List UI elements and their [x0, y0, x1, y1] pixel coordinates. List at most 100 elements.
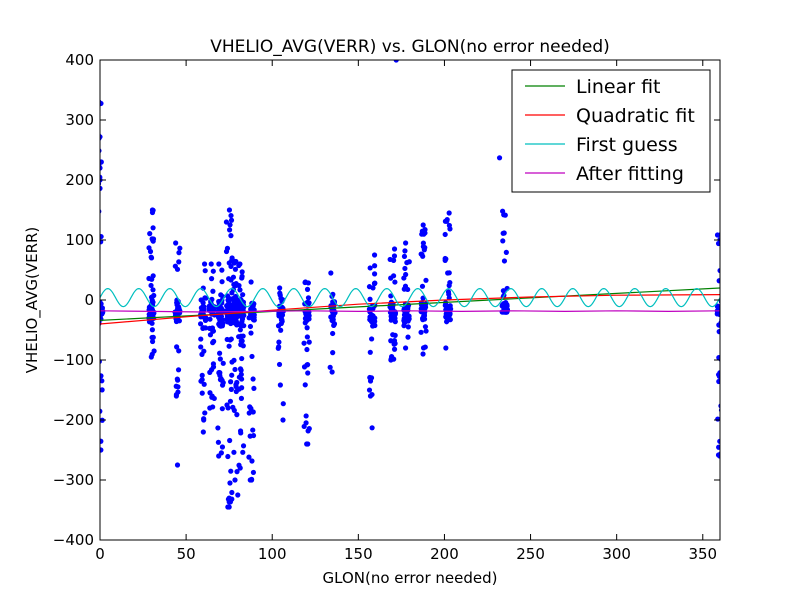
data-point	[100, 438, 104, 444]
y-tick-label: −100	[53, 351, 94, 369]
data-point	[306, 339, 312, 345]
data-point	[220, 360, 226, 366]
data-point	[228, 386, 234, 392]
data-point	[228, 336, 234, 342]
x-tick-label: 100	[258, 545, 287, 563]
data-point	[249, 353, 255, 360]
data-point	[223, 219, 230, 225]
chart-title: VHELIO_AVG(VERR) vs. GLON(no error neede…	[210, 37, 610, 57]
data-point	[229, 489, 235, 496]
data-point	[228, 233, 234, 239]
data-point	[366, 387, 373, 393]
data-point	[201, 304, 207, 310]
x-tick-label: 300	[602, 545, 631, 563]
data-point	[100, 134, 103, 140]
data-point	[208, 367, 215, 373]
data-point	[172, 263, 178, 269]
data-point	[250, 316, 256, 323]
data-point	[403, 240, 409, 246]
data-point	[234, 469, 240, 475]
data-point	[501, 258, 508, 264]
data-point	[151, 292, 157, 299]
data-point	[329, 369, 335, 375]
data-point	[207, 390, 213, 396]
data-point	[446, 270, 452, 276]
data-point	[330, 350, 336, 356]
data-point	[216, 298, 222, 305]
data-point	[202, 268, 208, 274]
data-point	[175, 367, 182, 373]
data-point	[198, 344, 204, 350]
data-point	[238, 367, 244, 373]
data-point	[372, 263, 378, 269]
data-point	[232, 293, 239, 300]
data-point	[233, 382, 239, 388]
data-point	[240, 292, 246, 298]
data-point	[447, 279, 453, 286]
data-point	[226, 317, 232, 324]
data-point	[100, 301, 104, 307]
data-point	[369, 391, 375, 398]
data-point	[716, 378, 720, 385]
legend-label: After fitting	[576, 163, 684, 185]
data-point	[250, 432, 257, 439]
data-point	[503, 249, 509, 255]
data-point	[502, 212, 508, 218]
scatter-points	[100, 60, 720, 510]
data-point	[240, 443, 247, 449]
data-point	[231, 258, 237, 264]
data-point	[236, 282, 242, 289]
fit-lines	[100, 287, 720, 325]
data-point	[224, 245, 231, 251]
data-point	[420, 351, 426, 357]
data-point	[304, 286, 311, 292]
data-point	[150, 311, 156, 317]
data-point	[371, 271, 378, 277]
data-point	[219, 444, 226, 450]
data-point	[388, 293, 394, 299]
data-point	[277, 290, 283, 296]
data-point	[367, 296, 373, 302]
data-point	[714, 311, 720, 317]
data-point	[239, 269, 245, 275]
data-point	[100, 159, 104, 165]
data-point	[443, 345, 449, 351]
data-point	[219, 406, 225, 412]
y-axis-label: VHELIO_AVG(VERR)	[23, 227, 42, 374]
data-point	[370, 285, 376, 291]
data-point	[402, 345, 409, 351]
data-point	[198, 297, 204, 303]
data-point	[388, 338, 394, 344]
plot-area	[100, 60, 720, 510]
data-point	[496, 155, 503, 161]
data-point	[716, 278, 720, 284]
data-point	[210, 268, 216, 274]
data-point	[238, 342, 244, 348]
data-point	[201, 261, 208, 267]
data-point	[391, 346, 398, 352]
data-point	[387, 256, 393, 263]
data-point	[715, 240, 720, 247]
data-point	[447, 312, 453, 318]
data-point	[176, 250, 182, 256]
data-point	[219, 279, 225, 285]
data-point	[249, 458, 255, 464]
x-tick-label: 250	[516, 545, 545, 563]
data-point	[217, 356, 223, 362]
data-point	[147, 231, 153, 237]
data-point	[330, 330, 336, 337]
data-point	[423, 277, 429, 283]
x-tick-label: 0	[95, 545, 105, 563]
data-point	[177, 245, 183, 251]
data-point	[100, 373, 104, 379]
data-point	[202, 410, 208, 416]
data-point	[420, 240, 426, 246]
data-point	[174, 462, 181, 468]
data-point	[418, 329, 424, 335]
data-point	[280, 401, 286, 407]
data-point	[446, 222, 452, 229]
data-point	[328, 270, 334, 276]
data-point	[232, 266, 239, 272]
data-point	[371, 252, 378, 258]
